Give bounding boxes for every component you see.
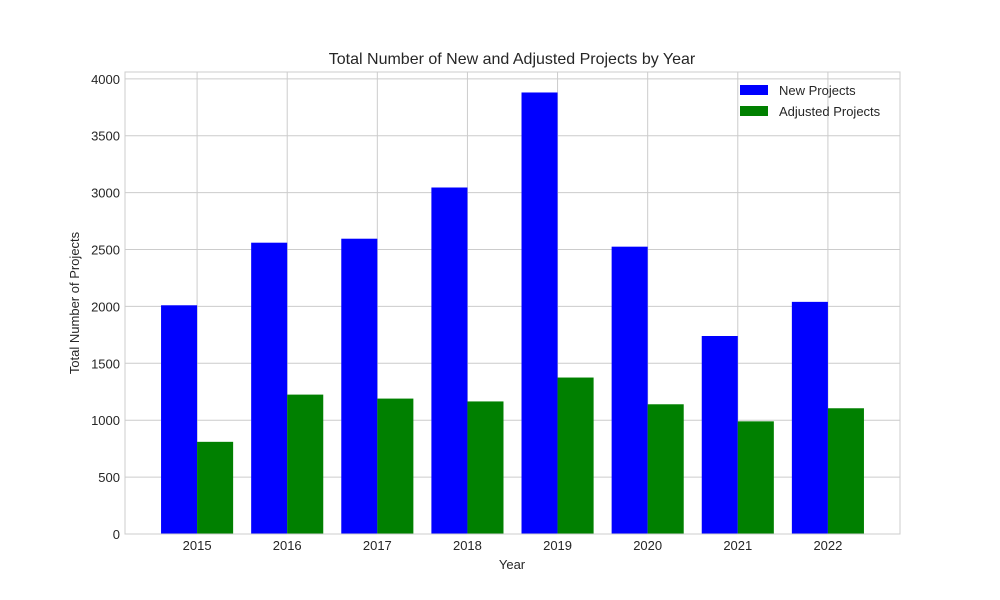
bars (161, 92, 864, 535)
plot-frame (124, 71, 901, 535)
y-tick-label: 3000 (91, 186, 120, 201)
bar-new-projects-2021 (701, 336, 738, 534)
legend-swatch (740, 106, 768, 116)
bar-adjusted-projects-2022 (827, 408, 864, 534)
x-tick-label: 2022 (813, 538, 842, 553)
bar-adjusted-projects-2016 (287, 394, 324, 534)
legend-label: New Projects (779, 83, 856, 98)
x-tick-label: 2021 (723, 538, 752, 553)
y-tick-label: 2500 (91, 243, 120, 258)
x-tick-label: 2015 (183, 538, 212, 553)
legend: New Projects Adjusted Projects (740, 83, 881, 119)
x-tick-label: 2016 (273, 538, 302, 553)
y-tick-label: 500 (98, 470, 120, 485)
legend-label: Adjusted Projects (779, 104, 881, 119)
x-tick-label: 2020 (633, 538, 662, 553)
y-tick-label: 3500 (91, 129, 120, 144)
bar-new-projects-2015 (161, 305, 198, 534)
y-tick-label: 1500 (91, 356, 120, 371)
bar-adjusted-projects-2015 (197, 441, 234, 534)
x-axis-label: Year (499, 557, 526, 572)
bar-adjusted-projects-2018 (467, 401, 504, 534)
bar-adjusted-projects-2017 (377, 398, 414, 534)
x-tick-label: 2019 (543, 538, 572, 553)
bar-adjusted-projects-2019 (557, 377, 594, 534)
bar-new-projects-2017 (341, 238, 378, 534)
x-tick-label: 2017 (363, 538, 392, 553)
bar-new-projects-2020 (611, 246, 648, 534)
legend-swatch (740, 85, 768, 95)
bar-adjusted-projects-2020 (647, 404, 684, 534)
bar-adjusted-projects-2021 (737, 421, 774, 534)
x-tick-label: 2018 (453, 538, 482, 553)
chart-title: Total Number of New and Adjusted Project… (329, 51, 696, 68)
bar-new-projects-2018 (431, 187, 468, 534)
y-axis-label: Total Number of Projects (67, 231, 82, 374)
bar-new-projects-2022 (791, 301, 828, 534)
y-tick-label: 4000 (91, 72, 120, 87)
y-tick-label: 2000 (91, 299, 120, 314)
y-tick-label: 0 (113, 527, 120, 542)
x-tick-labels: 2015 2016 2017 2018 2019 2020 2021 2022 (183, 538, 843, 553)
bar-new-projects-2019 (521, 92, 558, 534)
y-tick-labels: 0 500 1000 1500 2000 2500 3000 3500 4000 (91, 72, 120, 542)
y-tick-label: 1000 (91, 413, 120, 428)
bar-new-projects-2016 (251, 242, 288, 535)
